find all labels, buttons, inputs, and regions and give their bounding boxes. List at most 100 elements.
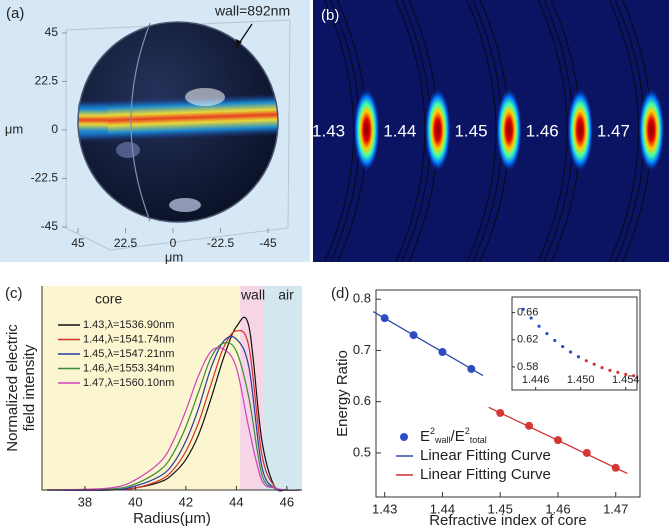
tick-label: 45 [45, 25, 59, 39]
inset-y-tick-label: 0.62 [517, 334, 538, 346]
wall-arc [537, 0, 568, 262]
tick-label: 45 [71, 236, 85, 250]
legend-label: 1.47,λ=1560.10nm [83, 377, 174, 389]
mode-spot [496, 88, 522, 172]
fit-line [372, 310, 484, 377]
inset-point [624, 372, 628, 376]
inset-point [592, 362, 596, 366]
inset-point [632, 374, 636, 378]
tick-label: -45 [259, 236, 277, 250]
curve [47, 342, 300, 491]
legend-label: E2wall/E2total [420, 426, 487, 445]
inset-point [616, 370, 620, 374]
x-tick-label: 42 [179, 494, 193, 509]
legend-label-part: wall [434, 435, 451, 445]
inset-point [576, 355, 581, 359]
tick-label: 22.5 [35, 74, 59, 88]
inset-point [600, 365, 604, 370]
inset-point [545, 332, 549, 336]
legend-label: 1.44,λ=1541.74nm [83, 333, 174, 345]
legend-label: 1.45,λ=1547.21nm [83, 348, 174, 360]
panel-label: (d) [331, 285, 349, 302]
inset-x-tick-label: 1.450 [567, 374, 595, 386]
inset-point [537, 324, 541, 328]
region-label: air [278, 287, 294, 303]
x-tick-label: 38 [78, 494, 92, 509]
tick-label: 0 [51, 122, 58, 136]
x-tick-label: 44 [229, 494, 243, 509]
tick-label: -45 [41, 219, 59, 233]
wall-arc [466, 0, 497, 262]
y-tick-label: 0.5 [353, 444, 371, 459]
axis-unit: μm [165, 249, 183, 264]
y-tick-label: 0.8 [353, 291, 371, 306]
x-tick-label: 1.43 [372, 501, 397, 516]
y-tick-label: 0.7 [353, 342, 371, 357]
tick-label: 22.5 [114, 236, 138, 250]
panel-label: (c) [5, 285, 23, 302]
x-tick-label: 1.44 [430, 501, 455, 516]
curve [47, 346, 300, 491]
y-axis-label: Normalized electric [4, 324, 21, 452]
mode-label: 1.43 [312, 121, 345, 140]
y-axis-label: Energy Ratio [334, 350, 351, 437]
mode-label: 1.47 [597, 121, 630, 140]
annotation: wall=892nm [214, 3, 290, 19]
mode-spot [353, 88, 380, 172]
x-tick-label: 1.46 [545, 501, 570, 516]
sphere [74, 21, 282, 223]
inset-x-tick-label: 1.446 [522, 374, 550, 386]
y-axis-label: field intensity [21, 344, 38, 431]
wall-arc [324, 0, 355, 262]
inset-frame [511, 296, 638, 391]
mode-spot [424, 88, 451, 172]
x-tick-label: 1.47 [603, 501, 628, 516]
legend-label: Linear Fitting Curve [420, 447, 551, 464]
inset-point [561, 344, 565, 349]
panel-d: 1.43 1.44 1.45 1.46 1.470.50.60.70.8E2wall/E… [331, 285, 641, 528]
x-axis-label: Radius(μm) [133, 510, 211, 527]
tick-label: -22.5 [31, 171, 59, 185]
inset-point [529, 316, 533, 320]
inset-point [553, 338, 557, 343]
fit-line [488, 406, 628, 475]
wall-arc [395, 0, 426, 262]
x-tick-label: 1.45 [488, 501, 513, 516]
inset-y-tick-label: 0.58 [517, 361, 538, 373]
axis-unit: μm [5, 121, 23, 136]
legend-label: 1.43,λ=1536.90nm [83, 319, 174, 331]
inset-point [608, 368, 612, 372]
inset-point [584, 359, 588, 363]
wall-arc [608, 0, 639, 262]
curve [47, 335, 300, 491]
legend-label-part: E [420, 428, 430, 445]
region [42, 286, 241, 490]
inset-y-tick-label: 0.66 [517, 307, 538, 319]
mode-spot [638, 88, 665, 172]
curve [47, 329, 300, 491]
legend-swatch [400, 433, 408, 441]
axis-frame [41, 286, 302, 491]
panel-label: (a) [6, 5, 24, 22]
tick-label: -22.5 [207, 236, 235, 250]
legend-label: Linear Fitting Curve [420, 466, 551, 483]
panel-c: core wall air 1.43,λ=1536.90nm 1.44,λ=1541.7… [4, 285, 302, 527]
tick-label: 0 [170, 236, 177, 250]
x-axis-label: Refractive index of core [429, 512, 587, 528]
mode-label: 1.45 [454, 121, 487, 140]
mode-label: 1.44 [383, 121, 416, 140]
inset-point [568, 350, 573, 354]
legend-label-part: 2 [465, 426, 470, 436]
region-label: core [95, 291, 122, 307]
region [262, 286, 302, 490]
x-tick-label: 40 [128, 494, 142, 509]
mode-images [324, 0, 665, 262]
y-tick-label: 0.6 [353, 393, 371, 408]
mode-spot [567, 88, 594, 172]
x-tick-label: 46 [280, 494, 294, 509]
panel-label: (b) [321, 7, 339, 24]
inset-point [521, 307, 525, 311]
legend-label: 1.46,λ=1553.34nm [83, 362, 174, 374]
